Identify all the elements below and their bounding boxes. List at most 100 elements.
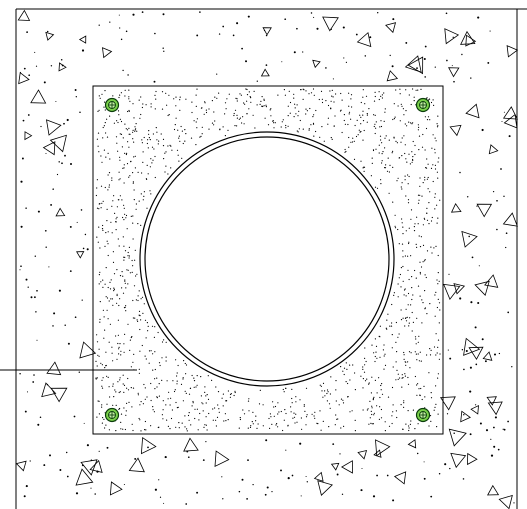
- grout-speck: [409, 317, 411, 319]
- grout-speck: [240, 94, 242, 96]
- grout-speck: [115, 404, 117, 406]
- concrete-speck: [45, 152, 47, 155]
- grout-speck: [182, 142, 184, 145]
- grout-speck: [374, 355, 376, 358]
- concrete-speck: [27, 114, 30, 116]
- concrete-speck: [503, 195, 505, 198]
- grout-speck: [388, 425, 391, 427]
- grout-speck: [249, 96, 251, 98]
- grout-speck: [98, 274, 100, 276]
- concrete-speck: [391, 65, 394, 68]
- grout-speck: [97, 110, 99, 112]
- grout-speck: [257, 423, 259, 425]
- grout-speck: [113, 287, 115, 289]
- concrete-speck: [452, 36, 454, 38]
- grout-speck: [424, 116, 426, 118]
- grout-speck: [120, 92, 122, 94]
- grout-speck: [165, 404, 167, 406]
- grout-speck: [214, 407, 216, 409]
- grout-speck: [151, 325, 154, 327]
- grout-speck: [156, 131, 158, 133]
- concrete-speck: [465, 349, 468, 353]
- grout-speck: [298, 110, 300, 112]
- concrete-speck: [345, 61, 347, 64]
- grout-speck: [363, 166, 365, 168]
- grout-speck: [408, 241, 410, 243]
- grout-speck: [335, 380, 337, 382]
- grout-speck: [116, 293, 118, 295]
- grout-speck: [422, 133, 424, 136]
- grout-speck: [148, 350, 151, 352]
- grout-speck: [395, 361, 397, 363]
- grout-speck: [412, 158, 414, 161]
- grout-speck: [426, 250, 429, 252]
- grout-speck: [125, 305, 127, 307]
- anchor-bottom-left: [104, 407, 120, 423]
- grout-speck: [292, 417, 294, 419]
- grout-speck: [398, 243, 400, 245]
- grout-speck: [119, 118, 121, 120]
- grout-speck: [124, 280, 126, 282]
- grout-speck: [320, 385, 322, 387]
- concrete-speck: [24, 410, 27, 413]
- grout-speck: [140, 319, 142, 321]
- grout-speck: [427, 176, 429, 179]
- grout-speck: [305, 387, 308, 389]
- grout-speck: [327, 104, 330, 107]
- grout-speck: [407, 199, 410, 201]
- grout-speck: [437, 125, 439, 127]
- grout-speck: [105, 232, 107, 234]
- grout-speck: [408, 227, 410, 229]
- grout-speck: [186, 430, 188, 432]
- grout-speck: [383, 344, 385, 346]
- grout-speck: [325, 100, 327, 102]
- concrete-speck: [343, 57, 345, 59]
- concrete-speck: [60, 58, 63, 61]
- grout-speck: [213, 111, 215, 113]
- grout-speck: [417, 341, 419, 343]
- grout-speck: [222, 126, 224, 128]
- grout-speck: [371, 423, 373, 425]
- grout-speck: [189, 387, 192, 389]
- grout-speck: [205, 109, 207, 111]
- grout-speck: [181, 422, 183, 424]
- concrete-speck: [501, 120, 503, 123]
- grout-speck: [399, 377, 401, 379]
- grout-speck: [403, 406, 405, 408]
- grout-speck: [436, 306, 438, 309]
- grout-speck: [405, 308, 407, 310]
- grout-speck: [107, 152, 109, 154]
- concrete-speck: [490, 438, 492, 440]
- grout-speck: [403, 354, 405, 356]
- grout-speck: [241, 122, 243, 124]
- concrete-speck: [50, 65, 53, 67]
- grout-speck: [148, 130, 150, 132]
- concrete-speck: [265, 64, 268, 66]
- grout-speck: [205, 416, 207, 418]
- grout-speck: [362, 387, 364, 389]
- grout-speck: [404, 255, 406, 257]
- grout-speck: [432, 164, 434, 166]
- grout-speck: [100, 207, 102, 209]
- grout-speck: [203, 113, 205, 115]
- grout-speck: [123, 351, 125, 353]
- grout-speck: [111, 352, 113, 354]
- grout-speck: [130, 215, 132, 217]
- concrete-speck: [416, 67, 418, 69]
- grout-speck: [404, 152, 406, 155]
- concrete-speck: [493, 353, 497, 356]
- concrete-speck: [196, 491, 199, 494]
- grout-speck: [107, 174, 109, 176]
- grout-speck: [424, 308, 426, 310]
- grout-speck: [400, 103, 402, 105]
- grout-speck: [312, 122, 315, 124]
- grout-speck: [140, 224, 142, 226]
- grout-speck: [101, 422, 103, 424]
- grout-speck: [420, 266, 423, 268]
- grout-speck: [273, 415, 275, 417]
- grout-speck: [335, 93, 337, 95]
- grout-speck: [137, 223, 139, 225]
- grout-speck: [420, 360, 422, 362]
- grout-speck: [365, 95, 368, 97]
- grout-speck: [322, 420, 324, 422]
